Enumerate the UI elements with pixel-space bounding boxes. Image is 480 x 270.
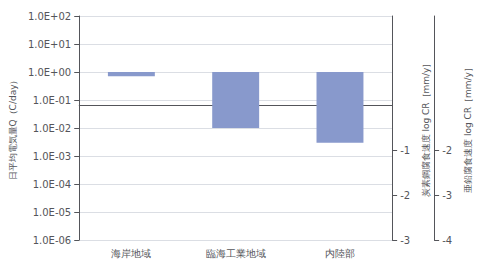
- svg-text:1.0E-05: 1.0E-05: [33, 207, 72, 218]
- svg-text:1.0E+01: 1.0E+01: [28, 39, 71, 50]
- svg-text:臨海工業地域: 臨海工業地域: [206, 248, 266, 259]
- svg-text:亜鉛腐食速度 log CR［mm/y］: 亜鉛腐食速度 log CR［mm/y］: [463, 63, 473, 193]
- svg-text:-2: -2: [442, 145, 452, 156]
- svg-text:-1: -1: [400, 145, 410, 156]
- svg-text:-2: -2: [400, 190, 410, 201]
- svg-text:日平均電気量Q（C/day）: 日平均電気量Q（C/day）: [8, 76, 18, 181]
- svg-text:1.0E-04: 1.0E-04: [33, 179, 72, 190]
- svg-text:炭素鋼腐食速度 log CR［mm/y］: 炭素鋼腐食速度 log CR［mm/y］: [421, 59, 431, 198]
- svg-text:-4: -4: [442, 235, 452, 246]
- svg-text:内陸部: 内陸部: [325, 248, 355, 259]
- svg-text:1.0E-02: 1.0E-02: [33, 123, 72, 134]
- svg-text:1.0E+02: 1.0E+02: [28, 11, 71, 22]
- svg-text:海岸地域: 海岸地域: [111, 248, 151, 259]
- svg-text:1.0E-03: 1.0E-03: [33, 151, 72, 162]
- svg-text:1.0E+00: 1.0E+00: [28, 67, 71, 78]
- svg-text:1.0E-06: 1.0E-06: [33, 235, 72, 246]
- svg-text:-3: -3: [400, 235, 410, 246]
- svg-text:-3: -3: [442, 190, 452, 201]
- svg-text:1.0E-01: 1.0E-01: [33, 95, 72, 106]
